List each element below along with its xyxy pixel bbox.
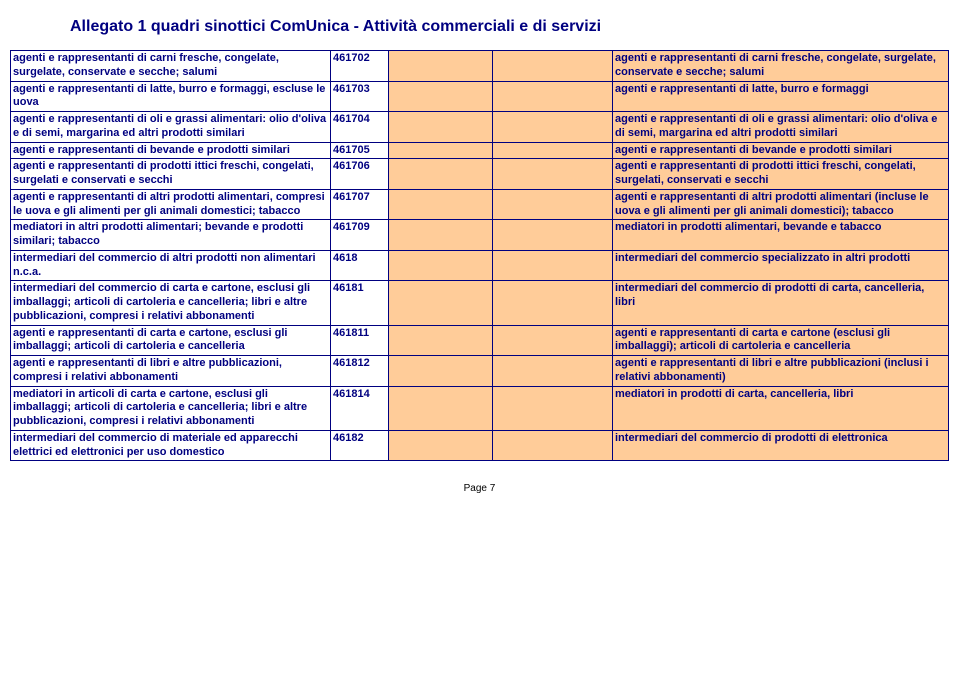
cell-empty-a: [389, 250, 493, 281]
table-row: agenti e rappresentanti di altri prodott…: [11, 189, 949, 220]
cell-description-left: agenti e rappresentanti di carta e carto…: [11, 325, 331, 356]
cell-empty-b: [493, 142, 613, 159]
cell-code: 4618: [331, 250, 389, 281]
cell-description-right: agenti e rappresentanti di carta e carto…: [613, 325, 949, 356]
cell-empty-a: [389, 356, 493, 387]
table-row: mediatori in articoli di carta e cartone…: [11, 386, 949, 430]
cell-description-left: agenti e rappresentanti di bevande e pro…: [11, 142, 331, 159]
cell-description-right: intermediari del commercio di prodotti d…: [613, 281, 949, 325]
cell-empty-a: [389, 281, 493, 325]
cell-empty-b: [493, 250, 613, 281]
cell-empty-b: [493, 281, 613, 325]
cell-description-right: agenti e rappresentanti di altri prodott…: [613, 189, 949, 220]
cell-description-left: agenti e rappresentanti di prodotti itti…: [11, 159, 331, 190]
cell-description-right: mediatori in prodotti di carta, cancelle…: [613, 386, 949, 430]
cell-description-left: agenti e rappresentanti di oli e grassi …: [11, 112, 331, 143]
cell-code: 461706: [331, 159, 389, 190]
cell-code: 461702: [331, 51, 389, 82]
cell-description-right: agenti e rappresentanti di carni fresche…: [613, 51, 949, 82]
cell-empty-b: [493, 386, 613, 430]
page-title: Allegato 1 quadri sinottici ComUnica - A…: [10, 18, 949, 36]
cell-description-right: intermediari del commercio di prodotti d…: [613, 430, 949, 461]
table-row: agenti e rappresentanti di carni fresche…: [11, 51, 949, 82]
cell-empty-a: [389, 51, 493, 82]
cell-code: 461707: [331, 189, 389, 220]
cell-empty-b: [493, 51, 613, 82]
table-row: agenti e rappresentanti di libri e altre…: [11, 356, 949, 387]
table-row: intermediari del commercio di altri prod…: [11, 250, 949, 281]
table-row: intermediari del commercio di carta e ca…: [11, 281, 949, 325]
cell-description-right: agenti e rappresentanti di bevande e pro…: [613, 142, 949, 159]
cell-empty-a: [389, 112, 493, 143]
cell-code: 461704: [331, 112, 389, 143]
table-row: agenti e rappresentanti di prodotti itti…: [11, 159, 949, 190]
cell-empty-a: [389, 189, 493, 220]
cell-empty-a: [389, 159, 493, 190]
cell-code: 461811: [331, 325, 389, 356]
cell-empty-a: [389, 386, 493, 430]
cell-description-left: mediatori in altri prodotti alimentari; …: [11, 220, 331, 251]
table-row: mediatori in altri prodotti alimentari; …: [11, 220, 949, 251]
table-row: agenti e rappresentanti di latte, burro …: [11, 81, 949, 112]
cell-description-left: mediatori in articoli di carta e cartone…: [11, 386, 331, 430]
cell-empty-b: [493, 356, 613, 387]
cell-empty-b: [493, 430, 613, 461]
cell-description-left: intermediari del commercio di materiale …: [11, 430, 331, 461]
cell-empty-a: [389, 81, 493, 112]
cell-empty-a: [389, 325, 493, 356]
table-row: agenti e rappresentanti di carta e carto…: [11, 325, 949, 356]
cell-description-left: agenti e rappresentanti di altri prodott…: [11, 189, 331, 220]
data-table: agenti e rappresentanti di carni fresche…: [10, 50, 949, 461]
cell-code: 461709: [331, 220, 389, 251]
cell-empty-b: [493, 220, 613, 251]
cell-empty-b: [493, 159, 613, 190]
cell-description-left: agenti e rappresentanti di carni fresche…: [11, 51, 331, 82]
cell-empty-a: [389, 220, 493, 251]
cell-description-right: agenti e rappresentanti di latte, burro …: [613, 81, 949, 112]
cell-empty-b: [493, 189, 613, 220]
cell-description-right: agenti e rappresentanti di libri e altre…: [613, 356, 949, 387]
table-row: agenti e rappresentanti di bevande e pro…: [11, 142, 949, 159]
cell-code: 461703: [331, 81, 389, 112]
cell-code: 46182: [331, 430, 389, 461]
cell-empty-a: [389, 430, 493, 461]
cell-description-right: agenti e rappresentanti di oli e grassi …: [613, 112, 949, 143]
cell-description-left: agenti e rappresentanti di libri e altre…: [11, 356, 331, 387]
table-row: intermediari del commercio di materiale …: [11, 430, 949, 461]
cell-code: 461705: [331, 142, 389, 159]
cell-empty-b: [493, 325, 613, 356]
cell-empty-b: [493, 112, 613, 143]
cell-description-right: mediatori in prodotti alimentari, bevand…: [613, 220, 949, 251]
cell-description-left: agenti e rappresentanti di latte, burro …: [11, 81, 331, 112]
table-row: agenti e rappresentanti di oli e grassi …: [11, 112, 949, 143]
cell-empty-a: [389, 142, 493, 159]
cell-code: 461814: [331, 386, 389, 430]
cell-code: 46181: [331, 281, 389, 325]
cell-code: 461812: [331, 356, 389, 387]
cell-description-left: intermediari del commercio di altri prod…: [11, 250, 331, 281]
cell-description-left: intermediari del commercio di carta e ca…: [11, 281, 331, 325]
cell-empty-b: [493, 81, 613, 112]
cell-description-right: agenti e rappresentanti di prodotti itti…: [613, 159, 949, 190]
page-footer: Page 7: [10, 483, 949, 494]
cell-description-right: intermediari del commercio specializzato…: [613, 250, 949, 281]
